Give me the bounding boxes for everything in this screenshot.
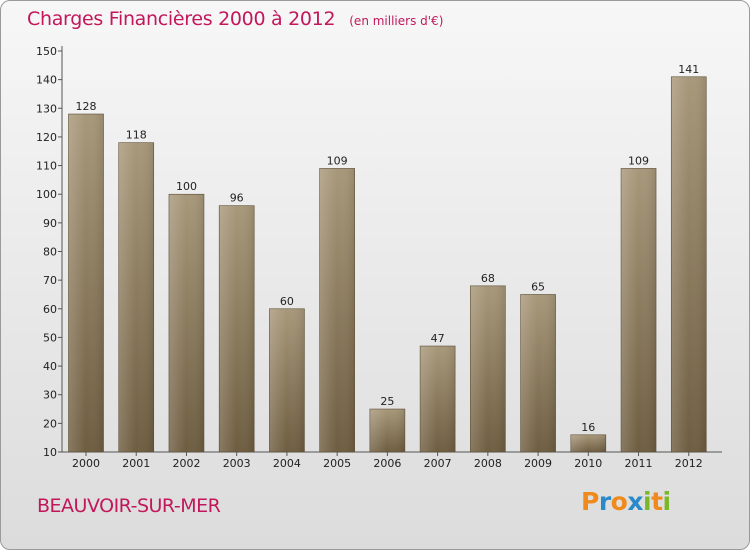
y-tick-label: 140 bbox=[36, 74, 57, 87]
bar-value-label: 118 bbox=[126, 129, 147, 142]
bar-value-label: 60 bbox=[280, 295, 294, 308]
x-tick-label: 2006 bbox=[373, 457, 401, 470]
bar-outline bbox=[269, 308, 305, 453]
x-tick-label: 2005 bbox=[323, 457, 351, 470]
commune-name: BEAUVOIR-SUR-MER bbox=[37, 495, 221, 517]
logo-letter: P bbox=[581, 487, 599, 516]
y-tick-label: 50 bbox=[43, 331, 57, 344]
bar-outline bbox=[68, 113, 104, 453]
logo-letter: r bbox=[598, 487, 611, 516]
bar-outline bbox=[168, 193, 205, 453]
y-tick-label: 80 bbox=[43, 246, 57, 259]
bar-value-label: 109 bbox=[327, 154, 348, 167]
bar-outline bbox=[419, 345, 456, 453]
y-tick-label: 30 bbox=[43, 389, 57, 402]
x-tick-label: 2002 bbox=[172, 457, 200, 470]
x-tick-label: 2009 bbox=[524, 457, 552, 470]
x-tick-label: 2003 bbox=[223, 457, 251, 470]
bar-outline bbox=[520, 294, 556, 453]
logo-letter: o bbox=[610, 487, 628, 516]
bar-value-label: 68 bbox=[481, 272, 495, 285]
logo-letter: x bbox=[627, 487, 643, 516]
y-tick-label: 150 bbox=[36, 45, 57, 58]
x-tick-label: 2010 bbox=[574, 457, 602, 470]
chart-title-main: Charges Financières 2000 à 2012 bbox=[27, 8, 336, 30]
y-tick-label: 90 bbox=[43, 217, 57, 230]
bar-value-label: 109 bbox=[628, 154, 649, 167]
bar-value-label: 16 bbox=[581, 421, 595, 434]
bar-outline bbox=[670, 76, 707, 453]
y-tick-label: 120 bbox=[36, 131, 57, 144]
bar-value-label: 25 bbox=[380, 395, 394, 408]
bar-value-label: 47 bbox=[431, 332, 445, 345]
bar-outline bbox=[470, 285, 506, 453]
logo-letter: i bbox=[662, 487, 672, 516]
logo-letter: i bbox=[643, 487, 652, 516]
bar-outline bbox=[369, 408, 406, 453]
bar-outline bbox=[218, 205, 255, 453]
y-tick-label: 10 bbox=[43, 446, 57, 459]
x-tick-label: 2007 bbox=[424, 457, 452, 470]
bar-value-label: 141 bbox=[678, 63, 699, 76]
chart-title-unit: (en milliers d'€) bbox=[349, 14, 444, 28]
x-tick-label: 2001 bbox=[122, 457, 150, 470]
y-tick-label: 60 bbox=[43, 303, 57, 316]
chart-title: Charges Financières 2000 à 2012 (en milli… bbox=[27, 8, 443, 30]
y-tick-label: 40 bbox=[43, 360, 57, 373]
x-tick-label: 2012 bbox=[675, 457, 703, 470]
x-tick-label: 2000 bbox=[72, 457, 100, 470]
y-tick-label: 100 bbox=[36, 188, 57, 201]
bar-outline bbox=[570, 434, 607, 453]
x-tick-label: 2011 bbox=[625, 457, 653, 470]
bar-outline bbox=[319, 168, 355, 453]
proxiti-logo[interactable]: Proxiti bbox=[581, 487, 671, 516]
y-tick-label: 110 bbox=[36, 160, 57, 173]
bar-value-label: 65 bbox=[531, 280, 545, 293]
bar-value-label: 100 bbox=[176, 180, 197, 193]
bar-outline bbox=[118, 142, 155, 453]
y-tick-label: 20 bbox=[43, 417, 57, 430]
x-tick-label: 2008 bbox=[474, 457, 502, 470]
x-tick-label: 2004 bbox=[273, 457, 301, 470]
y-tick-label: 70 bbox=[43, 274, 57, 287]
logo-letter: t bbox=[651, 487, 663, 516]
y-tick-label: 130 bbox=[36, 102, 57, 115]
bar-outline bbox=[620, 168, 657, 453]
bar-value-label: 128 bbox=[76, 100, 97, 113]
bar-value-label: 96 bbox=[230, 192, 244, 205]
